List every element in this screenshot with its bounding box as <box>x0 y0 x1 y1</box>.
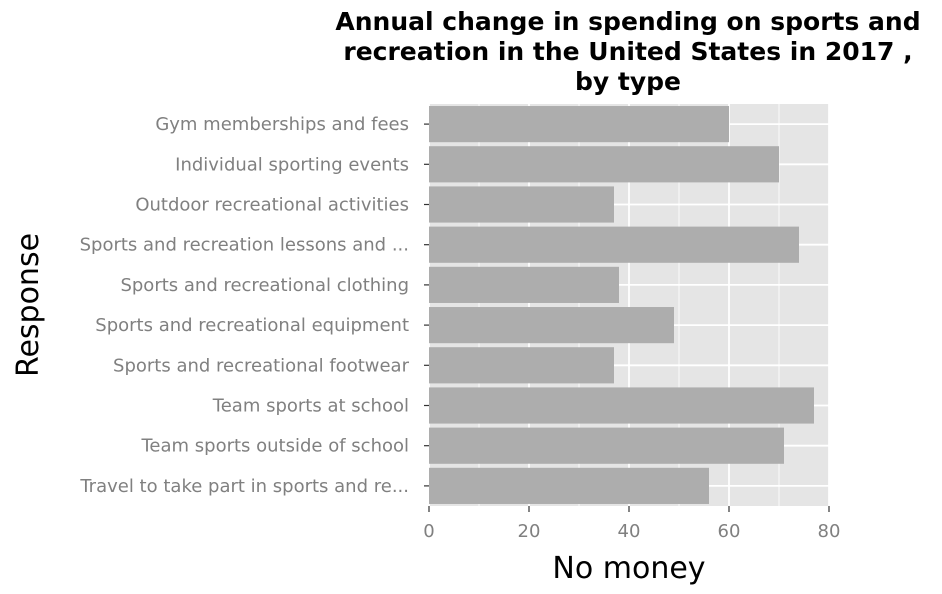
x-tick-label: 20 <box>518 521 541 542</box>
bar <box>429 266 619 303</box>
y-tick-label: Outdoor recreational activities <box>135 195 409 216</box>
x-tick-label: 0 <box>423 521 434 542</box>
x-tick-label: 80 <box>818 521 841 542</box>
y-tick-label: Sports and recreational equipment <box>95 315 409 336</box>
x-tick-label: 40 <box>618 521 641 542</box>
bar <box>429 146 779 183</box>
x-tick-label: 60 <box>718 521 741 542</box>
bar <box>429 307 674 344</box>
y-tick-label: Sports and recreation lessons and ... <box>80 235 409 256</box>
bar <box>429 186 614 223</box>
chart-title-line-1: Annual change in spending on sports and <box>335 7 920 36</box>
y-axis: Gym memberships and fees Individual sport… <box>79 114 429 497</box>
bar <box>429 427 784 464</box>
y-tick-label: Sports and recreational clothing <box>120 275 409 296</box>
y-tick-label: Travel to take part in sports and re... <box>79 476 409 497</box>
y-tick-label: Team sports at school <box>212 396 409 417</box>
y-tick-label: Individual sporting events <box>175 154 409 175</box>
x-axis: 0 20 40 60 80 <box>423 506 840 542</box>
bar <box>429 347 614 384</box>
bar <box>429 387 814 424</box>
chart-title-line-2: recreation in the United States in 2017 … <box>343 37 912 66</box>
chart-title-line-3: by type <box>575 67 681 96</box>
y-tick-label: Sports and recreational footwear <box>113 355 410 376</box>
bar <box>429 106 729 143</box>
x-axis-title: No money <box>552 551 705 586</box>
bar <box>429 226 799 263</box>
bars <box>429 106 814 504</box>
y-axis-title: Response <box>11 233 46 377</box>
y-tick-label: Team sports outside of school <box>140 436 409 457</box>
bar <box>429 467 709 504</box>
y-tick-label: Gym memberships and fees <box>155 114 409 135</box>
